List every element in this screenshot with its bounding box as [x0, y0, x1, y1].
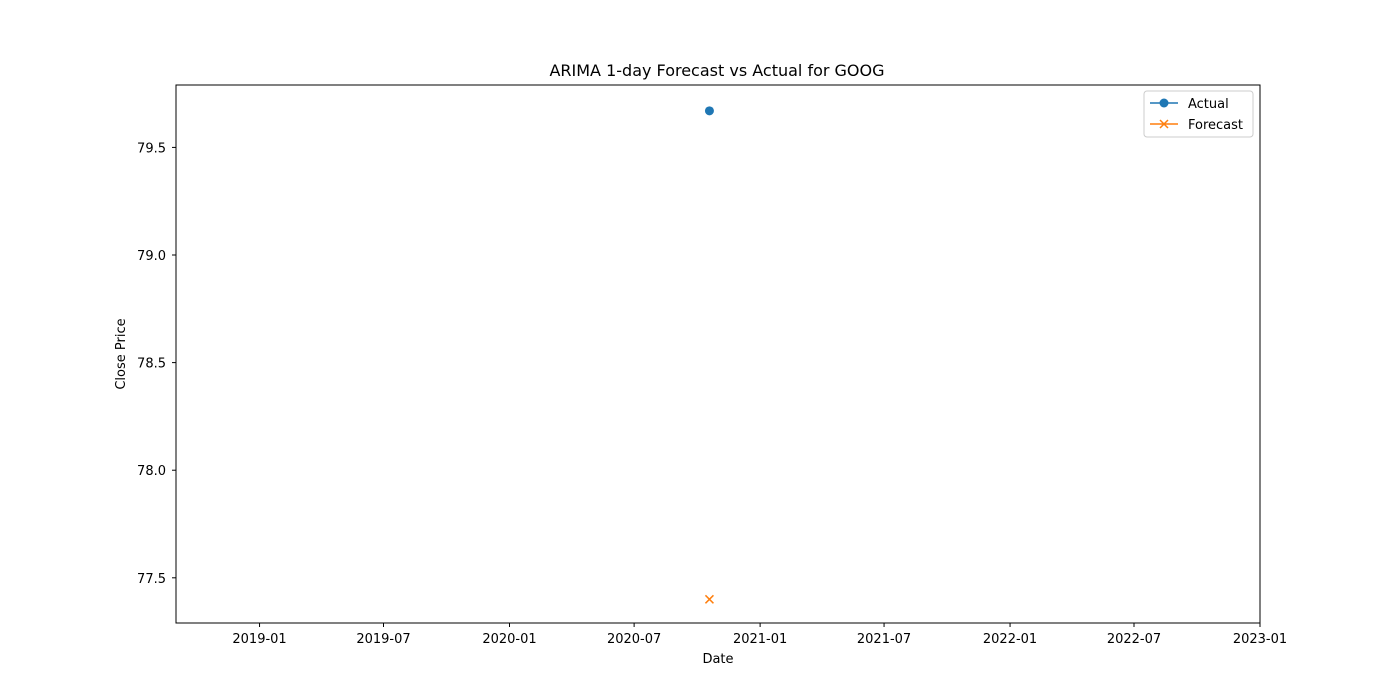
- x-tick-label: 2019-07: [356, 632, 410, 647]
- legend-marker-actual: [1159, 98, 1169, 108]
- plot-area: [175, 84, 1261, 624]
- x-axis: 2019-01 2019-07 2020-01 2020-07 2021-01 2021-…: [232, 623, 1287, 647]
- x-tick-label: 2019-01: [232, 632, 286, 647]
- y-axis: 77.5 78.0 78.5 79.0 79.5: [137, 141, 176, 587]
- data-point-actual: [704, 106, 714, 116]
- chart-title: ARIMA 1-day Forecast vs Actual for GOOG: [549, 61, 884, 80]
- x-tick-label: 2020-07: [607, 632, 661, 647]
- legend-entry-forecast: Forecast: [1150, 118, 1243, 133]
- y-axis-label: Close Price: [114, 318, 129, 389]
- x-tick-label: 2023-01: [1233, 632, 1287, 647]
- x-tick-label: 2020-01: [482, 632, 536, 647]
- y-tick-label: 77.5: [137, 572, 166, 587]
- legend-label-actual: Actual: [1188, 97, 1229, 112]
- y-tick-label: 78.0: [137, 464, 166, 479]
- series-layer: [704, 106, 714, 604]
- y-tick-label: 78.5: [137, 357, 166, 372]
- x-axis-label: Date: [702, 652, 733, 667]
- x-tick-label: 2022-07: [1107, 632, 1161, 647]
- y-tick-label: 79.5: [137, 141, 166, 156]
- legend-label-forecast: Forecast: [1188, 118, 1243, 133]
- legend-marker-forecast: [1159, 119, 1169, 129]
- x-tick-label: 2021-07: [857, 632, 911, 647]
- y-tick-label: 79.0: [137, 249, 166, 264]
- x-tick-label: 2022-01: [983, 632, 1037, 647]
- x-tick-label: 2021-01: [733, 632, 787, 647]
- legend-entry-actual: Actual: [1150, 97, 1229, 112]
- data-point-forecast: [704, 594, 714, 604]
- legend: Actual Forecast: [1143, 90, 1254, 138]
